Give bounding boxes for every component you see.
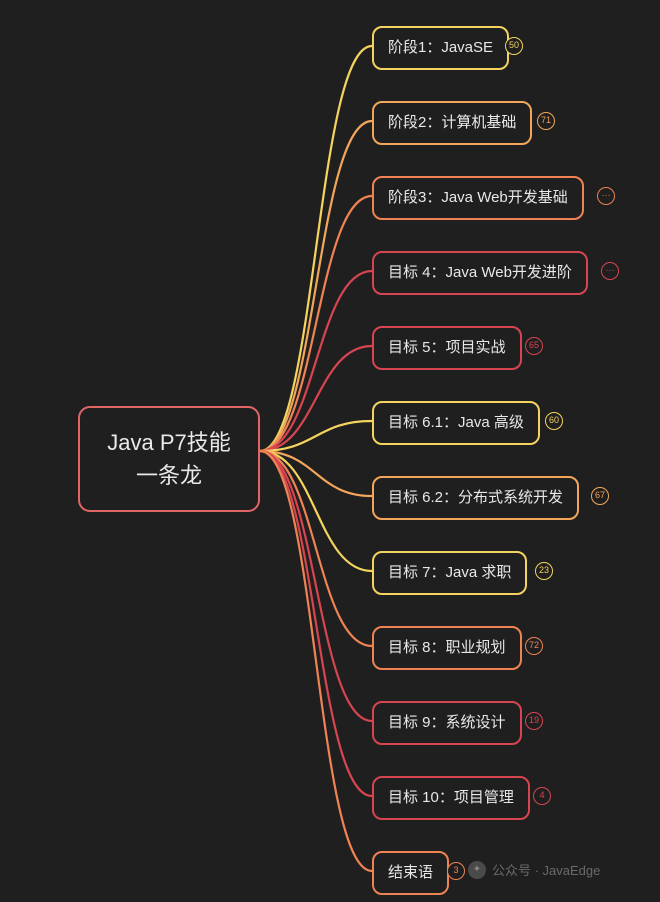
child-badge: 67: [591, 487, 609, 505]
child-label: 结束语: [388, 864, 433, 881]
child-node: 目标 6.2：分布式系统开发: [372, 476, 579, 520]
child-badge: 4: [533, 787, 551, 805]
child-badge: 71: [537, 112, 555, 130]
child-label: 目标 6.1：Java 高级: [388, 414, 524, 431]
child-node: 目标 7：Java 求职: [372, 551, 527, 595]
child-node: 阶段1：JavaSE: [372, 26, 509, 70]
child-badge: ···: [601, 262, 619, 280]
root-label-line1: Java P7技能: [102, 426, 236, 459]
child-badge: 60: [545, 412, 563, 430]
branch-line: [260, 451, 372, 796]
branch-line: [260, 451, 372, 871]
child-node: 目标 5：项目实战: [372, 326, 522, 370]
child-label: 阶段1：JavaSE: [388, 39, 493, 56]
child-node: 阶段3：Java Web开发基础: [372, 176, 584, 220]
child-label: 目标 7：Java 求职: [388, 564, 511, 581]
root-node: Java P7技能 一条龙: [78, 406, 260, 512]
child-label: 目标 10：项目管理: [388, 789, 514, 806]
child-badge: 19: [525, 712, 543, 730]
child-node: 目标 6.1：Java 高级: [372, 401, 540, 445]
child-label: 目标 6.2：分布式系统开发: [388, 489, 563, 506]
branch-line: [260, 196, 372, 451]
child-node: 目标 4：Java Web开发进阶: [372, 251, 588, 295]
child-badge: 50: [505, 37, 523, 55]
child-label: 目标 9：系统设计: [388, 714, 506, 731]
child-badge: 23: [535, 562, 553, 580]
branch-line: [260, 121, 372, 451]
root-label-line2: 一条龙: [102, 459, 236, 492]
wechat-icon: ✦: [468, 861, 486, 879]
child-node: 结束语: [372, 851, 449, 895]
child-badge: 65: [525, 337, 543, 355]
child-label: 阶段2：计算机基础: [388, 114, 516, 131]
child-node: 目标 9：系统设计: [372, 701, 522, 745]
branch-line: [260, 451, 372, 721]
child-badge: 72: [525, 637, 543, 655]
child-badge: 3: [447, 862, 465, 880]
child-label: 目标 8：职业规划: [388, 639, 506, 656]
child-node: 目标 10：项目管理: [372, 776, 530, 820]
watermark-text: 公众号 · JavaEdge: [492, 860, 600, 879]
watermark: ✦ 公众号 · JavaEdge: [468, 860, 600, 879]
child-node: 目标 8：职业规划: [372, 626, 522, 670]
branch-line: [260, 46, 372, 451]
child-node: 阶段2：计算机基础: [372, 101, 532, 145]
child-badge: ···: [597, 187, 615, 205]
child-label: 目标 5：项目实战: [388, 339, 506, 356]
branch-line: [260, 451, 372, 571]
child-label: 阶段3：Java Web开发基础: [388, 189, 568, 206]
child-label: 目标 4：Java Web开发进阶: [388, 264, 572, 281]
branch-line: [260, 271, 372, 451]
